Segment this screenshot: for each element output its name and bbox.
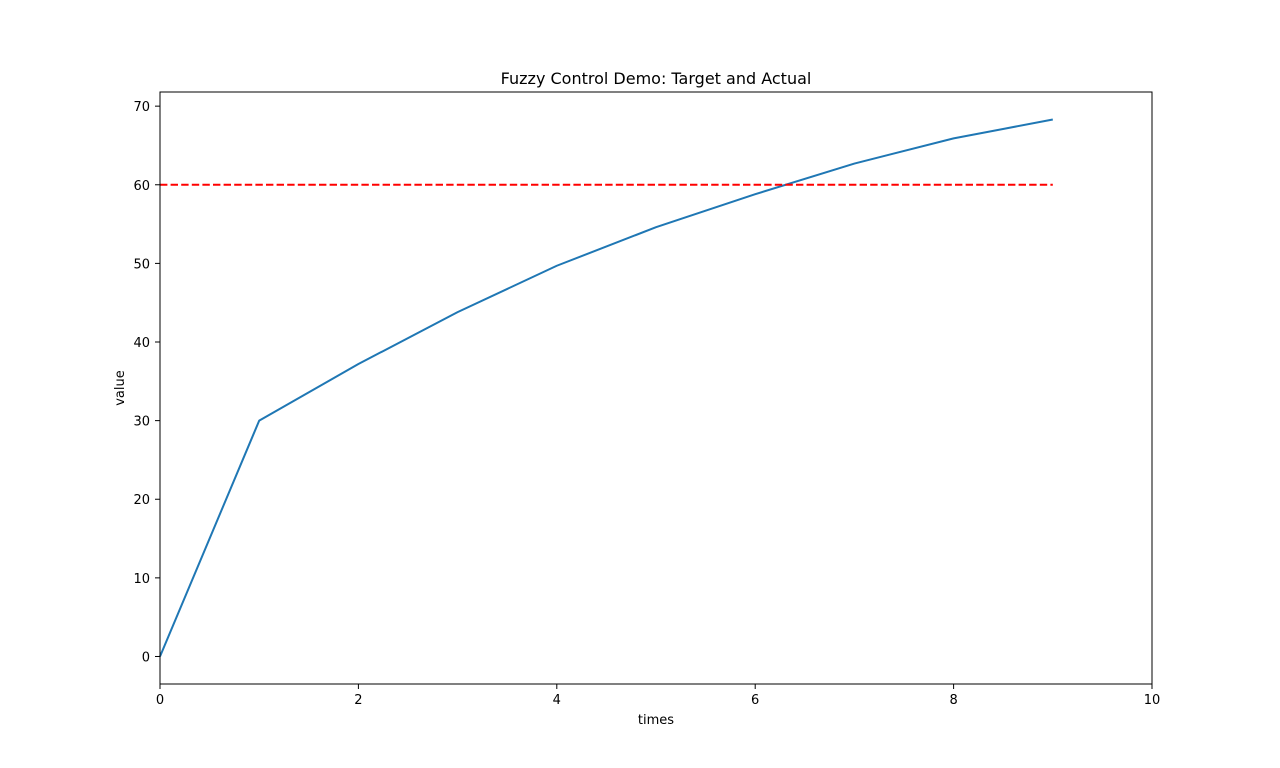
y-tick-label: 30	[133, 415, 150, 430]
x-tick-label: 8	[949, 693, 957, 708]
x-tick-label: 6	[751, 693, 759, 708]
y-tick-label: 60	[133, 179, 150, 194]
y-axis-label: value	[113, 370, 128, 406]
y-tick-label: 40	[133, 336, 150, 351]
y-tick-label: 0	[142, 650, 150, 665]
y-tick-label: 20	[133, 493, 150, 508]
chart-title: Fuzzy Control Demo: Target and Actual	[501, 69, 812, 88]
y-tick-label: 10	[133, 572, 150, 587]
axes: 0 2 4 6 8 10 0 10 20 30 40 50 60 70	[133, 91, 1161, 708]
x-axis-label: times	[638, 713, 674, 728]
y-tick-label: 70	[133, 100, 150, 115]
x-tick-label: 2	[354, 693, 362, 708]
series-line-0	[159, 118, 1053, 657]
axes-frame	[159, 91, 1153, 685]
x-tick-label: 10	[1144, 693, 1161, 708]
plot-area	[159, 118, 1053, 657]
x-tick-label: 4	[553, 693, 561, 708]
y-tick-label: 50	[133, 257, 150, 272]
x-tick-label: 0	[156, 693, 164, 708]
